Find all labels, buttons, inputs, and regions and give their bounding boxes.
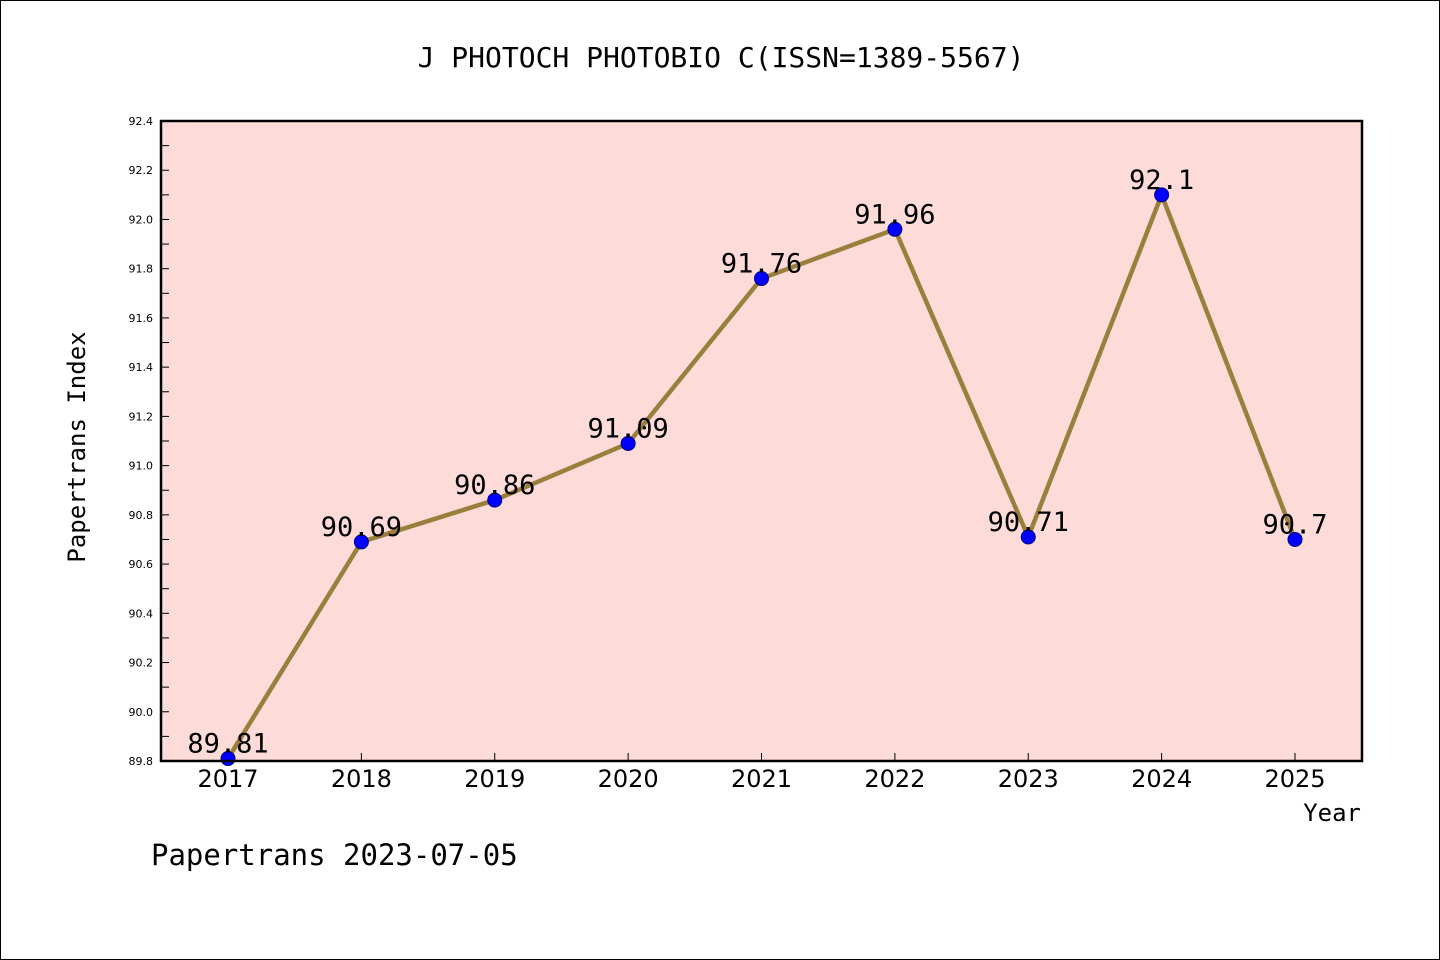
y-tick-label: 91.6	[129, 312, 154, 325]
y-tick-label: 91.2	[129, 410, 154, 423]
y-tick-label: 92.2	[129, 164, 154, 177]
footer-text: Papertrans 2023-07-05	[151, 838, 518, 872]
data-point	[1020, 529, 1036, 545]
plot-area	[161, 121, 1362, 761]
data-point	[1154, 187, 1170, 203]
data-label: 91.96	[854, 199, 935, 230]
y-tick-label: 89.8	[129, 755, 154, 768]
y-axis: 89.8 90.0 90.2 90.4 90.6 90.8 91.0 91.2 91.4 91.6…	[129, 115, 169, 768]
x-tick-label: 2021	[731, 765, 792, 793]
x-tick-label: 2017	[197, 765, 258, 793]
x-tick-label: 2019	[464, 765, 525, 793]
x-tick-label: 2020	[598, 765, 659, 793]
y-tick-label: 91.0	[129, 460, 154, 473]
x-tick-label: 2022	[864, 765, 925, 793]
x-axis-label: Year	[1303, 799, 1361, 827]
data-point	[1287, 531, 1303, 547]
data-label: 90.7	[1262, 509, 1327, 540]
data-label: 90.71	[988, 507, 1069, 538]
y-tick-label: 91.4	[129, 361, 154, 374]
data-label: 91.09	[587, 413, 668, 444]
y-tick-label: 90.2	[129, 657, 154, 670]
y-tick-label: 92.4	[129, 115, 154, 128]
data-label: 90.69	[321, 512, 402, 543]
data-label: 89.81	[187, 729, 268, 760]
y-tick-label: 91.8	[129, 263, 154, 276]
x-axis: 2017 2018 2019 2020 2021 2022 2023 2024 2025	[197, 753, 1326, 793]
data-label: 92.1	[1129, 165, 1194, 196]
plot-frame	[159, 119, 1364, 763]
data-point	[620, 435, 636, 451]
data-point	[754, 271, 769, 287]
x-tick-label: 2023	[998, 765, 1059, 793]
y-tick-label: 90.0	[129, 706, 154, 719]
x-tick-label: 2024	[1131, 765, 1192, 793]
x-tick-label: 2018	[331, 765, 392, 793]
y-tick-label: 92.0	[129, 213, 154, 226]
series-group	[220, 187, 1303, 767]
x-tick-label: 2025	[1264, 765, 1325, 793]
y-tick-label: 90.4	[129, 607, 154, 620]
chart-title: J PHOTOCH PHOTOBIO C(ISSN=1389-5567)	[418, 41, 1025, 74]
data-labels: 89.81 90.69 90.86 91.09 91.76 91.96 90.71 92.1 9…	[187, 165, 1327, 760]
data-label: 91.76	[721, 249, 802, 280]
y-axis-label: Papertrans Index	[63, 331, 91, 562]
data-point	[487, 492, 503, 508]
data-point	[353, 534, 369, 550]
y-tick-label: 90.8	[129, 509, 154, 522]
y-tick-label: 90.6	[129, 558, 154, 571]
data-label: 90.86	[454, 470, 535, 501]
data-point	[887, 221, 903, 237]
